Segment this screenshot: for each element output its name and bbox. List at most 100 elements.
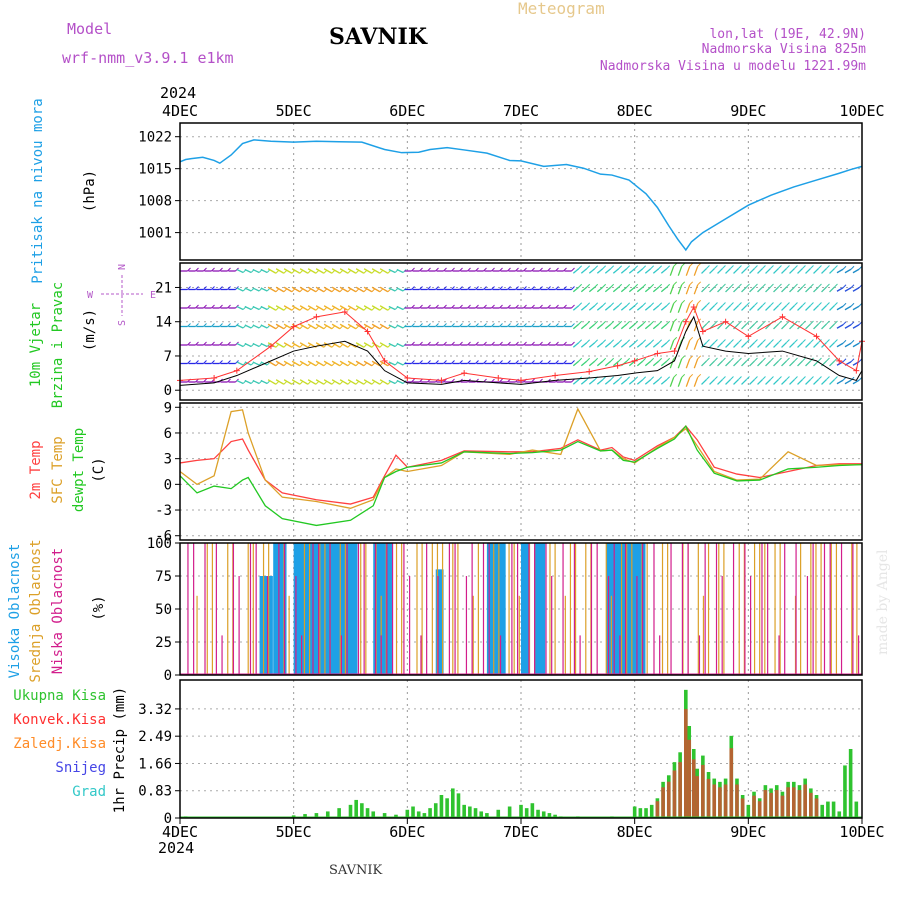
precip-convective-bar — [712, 784, 717, 818]
precip-total-bar — [468, 806, 472, 818]
wind-barb — [765, 286, 771, 293]
wind-barb-feather — [666, 265, 671, 270]
wind-barb-feather — [618, 265, 623, 270]
wind-barb-feather — [786, 339, 790, 343]
high-cloud-bar — [346, 543, 350, 675]
wind-barb-feather — [571, 267, 575, 272]
wind-barb-feather — [594, 339, 599, 344]
wind-barb — [677, 303, 683, 313]
wind-barb — [660, 360, 668, 367]
wind-barb-feather — [547, 341, 551, 346]
high-cloud-bar — [293, 543, 297, 675]
wind-barb — [323, 379, 333, 385]
wind-ylabel-2: Brzina i Pravac — [50, 282, 66, 408]
wind-barb — [709, 342, 715, 348]
wind-barb-feather — [626, 357, 631, 362]
wind-barb-feather — [435, 286, 439, 290]
wind-barb — [836, 324, 844, 329]
precip-total-bar — [843, 765, 847, 818]
data-layer — [177, 139, 865, 818]
wind-barb-feather — [746, 283, 750, 288]
wind-barb-feather — [539, 378, 543, 383]
precip-convective-bar — [687, 739, 692, 818]
wind-barb — [757, 342, 763, 348]
wind-barb-feather — [539, 341, 543, 346]
wind-barb-feather — [187, 304, 191, 309]
altitude-label: Nadmorska Visina 825m — [702, 42, 867, 57]
precip-convective-bar — [780, 795, 785, 818]
wind-barb — [260, 305, 268, 311]
wind-barb-feather — [689, 373, 694, 378]
wind-barb — [789, 379, 795, 385]
x-tick-label-top: 9DEC — [730, 102, 766, 120]
precip-total-bar — [530, 803, 535, 818]
wind-barb-feather — [818, 265, 822, 269]
wind-barb — [644, 342, 652, 348]
high-cloud-bar — [617, 543, 620, 675]
wind-barb — [757, 323, 763, 330]
precip-total-bar — [348, 804, 353, 818]
wind-barb-feather — [738, 302, 742, 306]
wind-barb — [612, 342, 620, 348]
wind-barb — [836, 379, 844, 385]
wind-barb — [275, 305, 285, 311]
model-altitude-label: Nadmorska Visina u modelu 1221.99m — [600, 59, 866, 74]
wind-barb-feather — [515, 323, 519, 327]
wind-barb-feather — [499, 323, 503, 327]
wind-barb — [660, 323, 668, 330]
wind-barb-feather — [681, 262, 686, 267]
high-cloud-bar — [352, 543, 355, 675]
wind-barb-feather — [203, 304, 207, 309]
wind-barb-feather — [187, 341, 191, 346]
precip-total-bar — [837, 811, 842, 818]
wind-barb-feather — [475, 304, 479, 309]
wind-barb — [379, 323, 389, 330]
wind-barb-feather — [642, 283, 647, 288]
precip-total-bar — [507, 806, 512, 818]
wind-barb-feather — [483, 323, 487, 327]
wind-barb — [331, 360, 341, 367]
precip-convective-bar — [706, 778, 711, 818]
wind-barb — [789, 323, 795, 330]
wind-barb-feather — [842, 321, 847, 326]
panel-frame — [179, 542, 863, 676]
wind-barb-feather — [738, 320, 742, 325]
year-bottom-label: 2024 — [158, 839, 194, 857]
y-tick-label: 0 — [164, 811, 172, 827]
wind-barb — [628, 268, 636, 274]
wind-barb — [588, 323, 596, 330]
high-cloud-bar — [538, 543, 542, 675]
wind-barb-feather — [642, 357, 647, 362]
wind-barb-feather — [673, 299, 678, 304]
wind-barb — [580, 342, 588, 348]
wind-barb-feather — [443, 360, 447, 364]
wind-barb-feather — [610, 283, 615, 288]
precip-legend-item: Snijeg — [55, 760, 106, 776]
wind-barb — [813, 323, 819, 330]
wind-barb — [388, 379, 396, 385]
high-cloud-bar — [501, 543, 505, 675]
wind-barb — [323, 268, 333, 274]
wind-barb-feather — [810, 376, 814, 380]
wind-barb — [323, 286, 333, 293]
high-cloud-bar — [541, 543, 544, 675]
precip-total-bar — [854, 801, 859, 818]
wind-barb — [604, 286, 612, 293]
wind-barb — [371, 323, 381, 330]
high-cloud-bar — [389, 543, 393, 675]
wind-barb-feather — [507, 304, 511, 309]
high-cloud-bar — [274, 543, 277, 675]
wind-barb — [355, 379, 365, 385]
y-tick-label: 3.32 — [138, 702, 172, 718]
high-cloud-bar — [315, 543, 318, 675]
wind-barb-feather — [762, 283, 766, 288]
wind-barb — [580, 286, 588, 293]
wind-barb — [244, 379, 252, 385]
precip-total-bar — [479, 811, 484, 818]
wind-barb — [323, 305, 333, 311]
wind-barb — [396, 268, 404, 274]
wind-barb-feather — [802, 283, 806, 288]
wind-barb — [339, 305, 349, 311]
wind-barb-feather — [578, 339, 583, 344]
wind-barb-feather — [563, 267, 567, 272]
